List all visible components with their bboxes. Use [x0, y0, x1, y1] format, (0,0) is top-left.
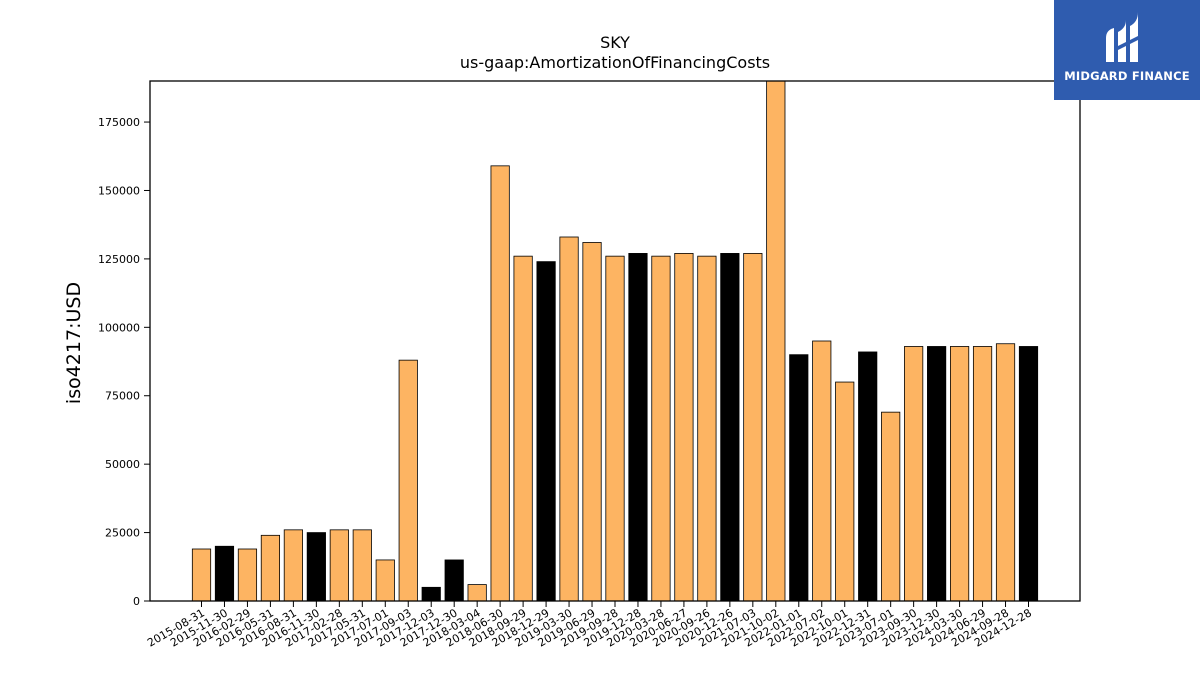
bar — [237, 548, 258, 602]
bar — [421, 586, 441, 602]
chart-subtitle: us-gaap:AmortizationOfFinancingCosts — [460, 53, 770, 72]
bar — [260, 534, 281, 602]
bar — [444, 559, 464, 602]
bar — [467, 584, 487, 602]
y-tick-label: 25000 — [105, 527, 140, 540]
y-tick-label: 150000 — [98, 184, 140, 197]
bar — [214, 545, 235, 602]
bar — [812, 340, 832, 602]
bar — [720, 253, 740, 602]
bar — [972, 346, 993, 602]
bar — [582, 242, 602, 602]
bar — [697, 255, 717, 602]
bar — [559, 236, 579, 602]
bar — [881, 411, 901, 602]
y-tick-label: 125000 — [98, 253, 140, 266]
bar — [490, 165, 510, 602]
bar — [789, 354, 809, 602]
bar — [306, 532, 326, 602]
bar — [858, 351, 878, 602]
y-tick-label: 0 — [133, 595, 140, 608]
bar — [674, 253, 694, 602]
y-axis-ticks: 0 25000 50000 75000 100000 125000 150000 175000 — [98, 116, 150, 608]
bar — [628, 253, 648, 602]
bar — [283, 529, 303, 602]
bar — [743, 253, 763, 602]
bar — [375, 559, 395, 602]
y-tick-label: 100000 — [98, 321, 140, 334]
chart-title: SKY — [600, 33, 630, 52]
bar — [651, 255, 671, 602]
bar — [927, 346, 947, 602]
y-axis-label: iso4217:USD — [63, 282, 85, 404]
y-tick-label: 75000 — [105, 390, 140, 403]
y-tick-label: 50000 — [105, 458, 140, 471]
bar — [605, 255, 625, 602]
bar — [191, 548, 212, 602]
logo-text: MIDGARD FINANCE — [1064, 69, 1190, 83]
bars-group — [191, 80, 1039, 602]
bar — [1018, 346, 1039, 602]
bar — [398, 359, 418, 602]
plot-frame — [149, 80, 1081, 602]
x-axis-ticks: 2015-08-312015-11-302016-02-292016-05-31… — [145, 601, 1034, 650]
bar — [513, 255, 533, 602]
y-tick-label: 175000 — [98, 116, 140, 129]
bar — [536, 261, 556, 602]
bar — [904, 346, 924, 602]
midgard-finance-logo: MIDGARD FINANCE — [1054, 0, 1200, 100]
bar — [352, 529, 372, 602]
bar — [329, 529, 349, 602]
bar — [949, 346, 970, 602]
midgard-logo-mark-icon — [1106, 12, 1138, 62]
bar — [995, 343, 1016, 602]
bar — [766, 80, 786, 602]
bar — [835, 381, 855, 602]
